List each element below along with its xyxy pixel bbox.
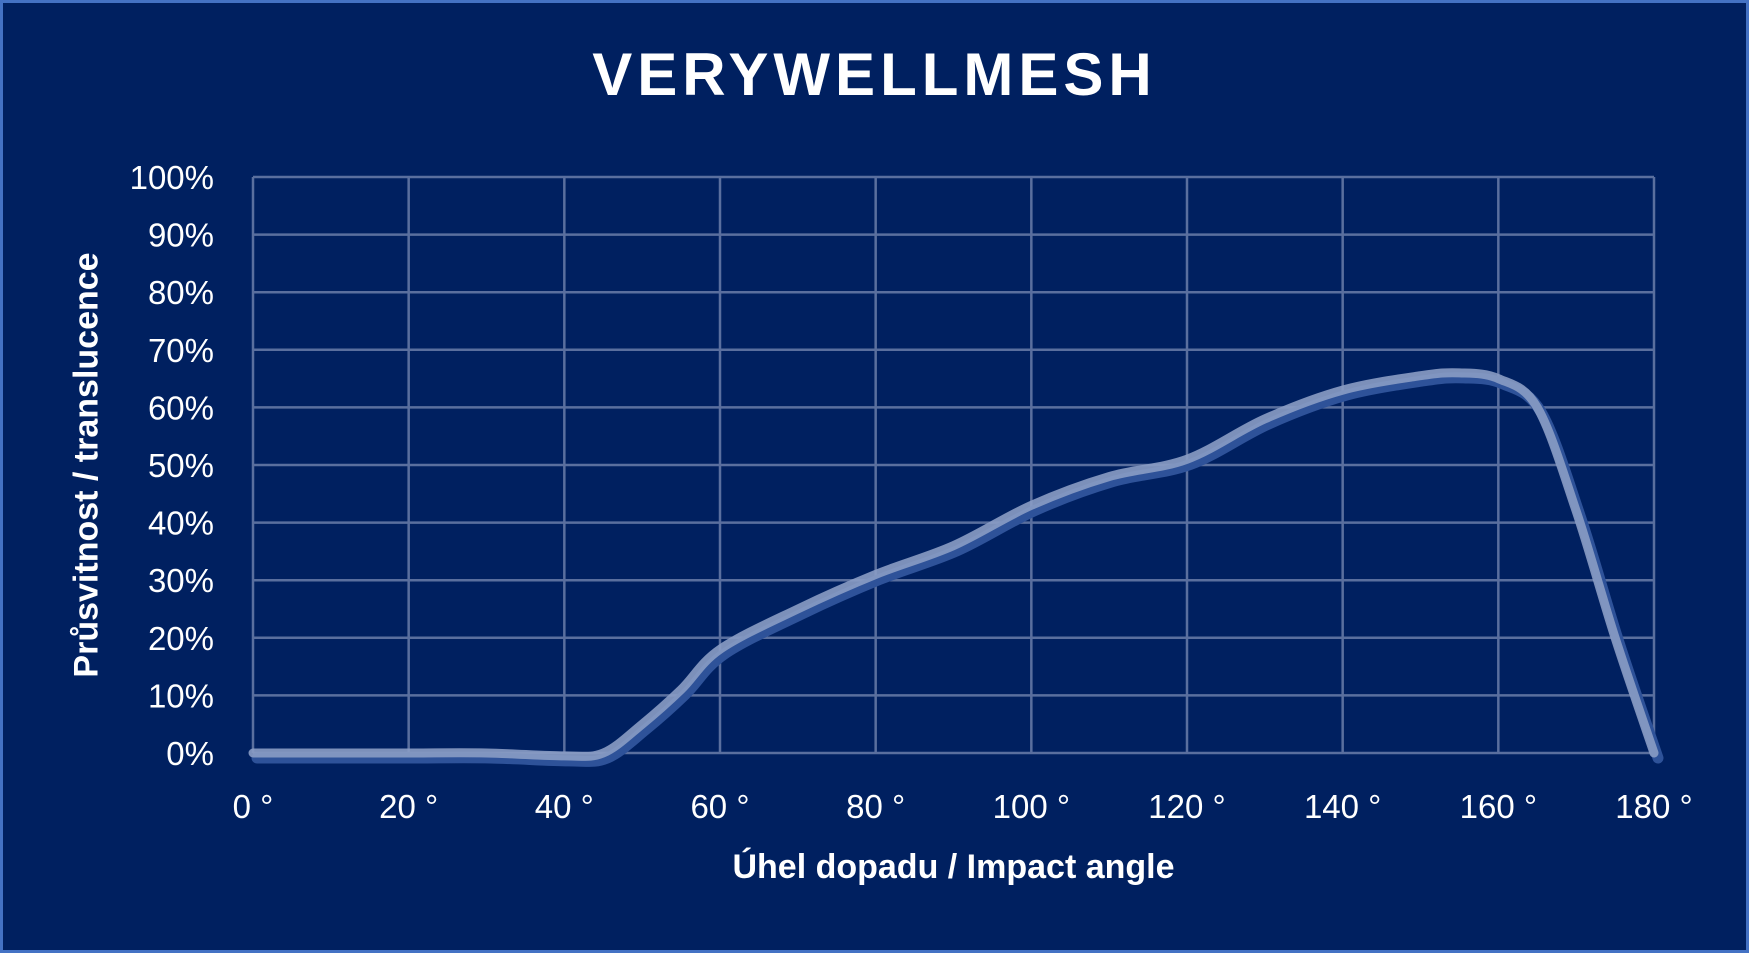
x-tick-label: 140 ° <box>1304 788 1381 825</box>
y-tick-label: 40% <box>148 505 214 542</box>
gridlines <box>251 175 1656 755</box>
y-axis-ticks: 0% 10% 20% 30% 40% 50% 60% 70% 80% 90% 100% <box>130 159 214 772</box>
y-tick-label: 70% <box>148 332 214 369</box>
y-tick-label: 30% <box>148 562 214 599</box>
x-axis-ticks: 0 ° 20 ° 40 ° 60 ° 80 ° 100 ° 120 ° 140 ° 160 ° 1… <box>233 788 1693 825</box>
x-axis-label: Úhel dopadu / Impact angle <box>732 848 1175 886</box>
series-line-shadow <box>251 372 1664 767</box>
x-tick-label: 180 ° <box>1615 788 1692 825</box>
x-tick-label: 160 ° <box>1460 788 1537 825</box>
x-tick-label: 0 ° <box>233 788 274 825</box>
y-tick-label: 50% <box>148 447 214 484</box>
y-tick-label: 100% <box>130 159 214 196</box>
y-tick-label: 10% <box>148 677 214 714</box>
chart-title: VERYWELLMESH <box>592 41 1157 108</box>
y-tick-label: 60% <box>148 389 214 426</box>
y-tick-label: 80% <box>148 274 214 311</box>
x-tick-label: 100 ° <box>993 788 1070 825</box>
x-tick-label: 120 ° <box>1148 788 1225 825</box>
y-tick-label: 20% <box>148 620 214 657</box>
x-tick-label: 40 ° <box>535 788 594 825</box>
x-tick-label: 80 ° <box>846 788 905 825</box>
x-tick-label: 60 ° <box>690 788 749 825</box>
x-tick-label: 20 ° <box>379 788 438 825</box>
y-tick-label: 0% <box>166 735 214 772</box>
series-line <box>248 368 1659 761</box>
y-tick-label: 90% <box>148 217 214 254</box>
